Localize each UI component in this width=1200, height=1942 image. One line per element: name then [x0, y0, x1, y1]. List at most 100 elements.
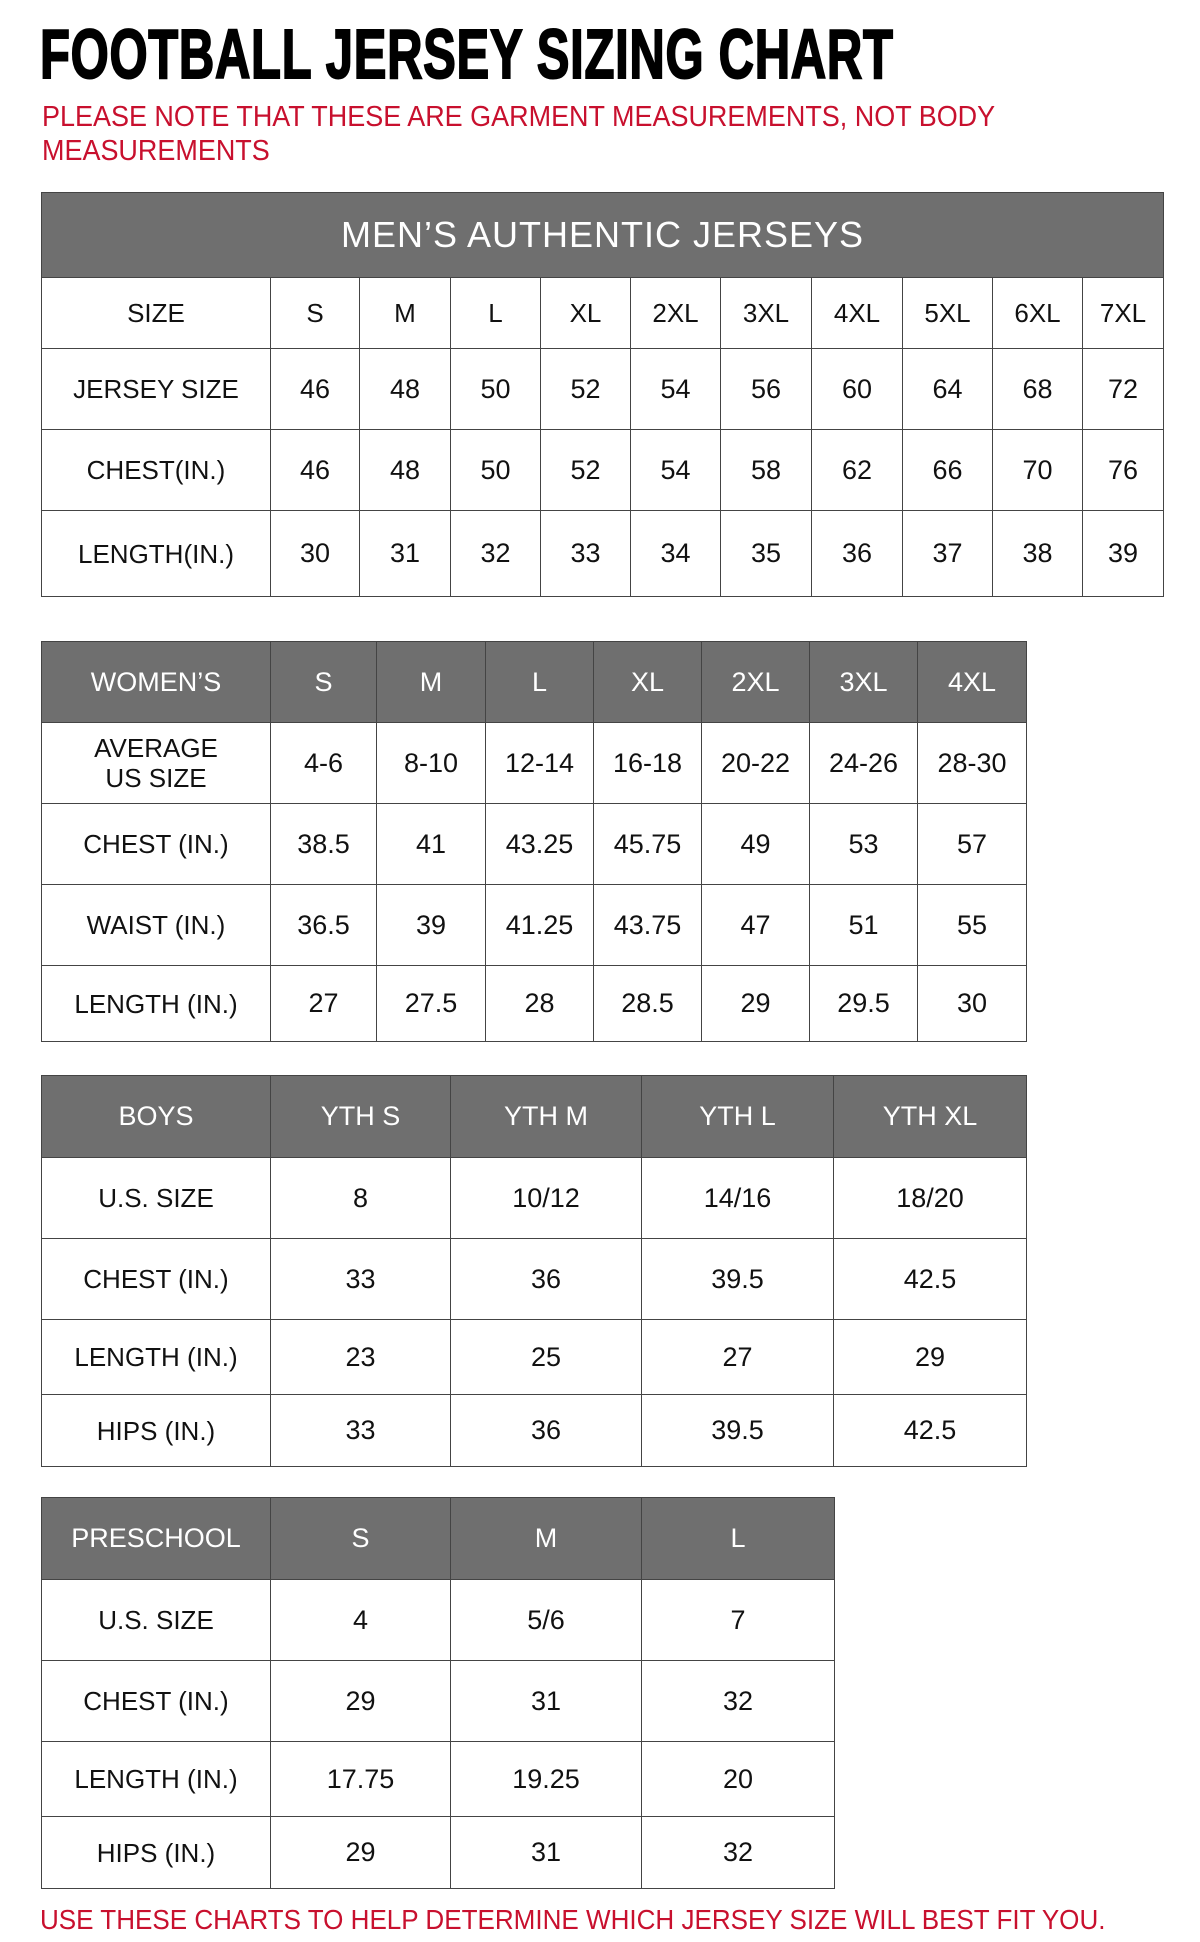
size-header-cell: S	[270, 277, 360, 349]
measurement-value: 57	[917, 803, 1027, 885]
measurement-value: 72	[1082, 348, 1164, 430]
measurement-value: 50	[450, 348, 541, 430]
measurement-value: 43.75	[593, 884, 702, 966]
measurement-value: 32	[450, 510, 541, 597]
size-header-cell: S	[270, 1497, 451, 1580]
measurement-label: LENGTH (IN.)	[41, 1741, 271, 1817]
measurement-label: CHEST(IN.)	[41, 429, 271, 511]
measurement-value: 29	[701, 965, 810, 1042]
measurement-value: 33	[270, 1394, 451, 1467]
measurement-value: 36	[450, 1238, 642, 1320]
measurement-label: CHEST (IN.)	[41, 1660, 271, 1742]
measurement-value: 54	[630, 348, 721, 430]
measurement-value: 28	[485, 965, 594, 1042]
measurement-value: 38.5	[270, 803, 377, 885]
measurement-value: 31	[359, 510, 451, 597]
measurement-value: 20-22	[701, 722, 810, 804]
boys-table: BOYS YTH S YTH M YTH L YTH XL U.S. SIZE 8 10/12…	[41, 1075, 1027, 1467]
measurement-value: 10/12	[450, 1157, 642, 1239]
table-row: LENGTH (IN.) 17.75 19.25 20	[41, 1741, 835, 1817]
measurement-value: 66	[902, 429, 993, 511]
size-header-cell: XL	[593, 641, 702, 723]
size-header-cell: XL	[540, 277, 631, 349]
measurement-value: 34	[630, 510, 721, 597]
measurement-value: 14/16	[641, 1157, 834, 1239]
measurement-value: 29.5	[809, 965, 918, 1042]
preschool-table: PRESCHOOL S M L U.S. SIZE 4 5/6 7 CHEST (IN.) 29 3…	[41, 1497, 835, 1889]
measurement-label: CHEST (IN.)	[41, 803, 271, 885]
measurement-value: 48	[359, 429, 451, 511]
size-header-cell: 3XL	[809, 641, 918, 723]
measurement-value: 51	[809, 884, 918, 966]
mens-table: MEN’S AUTHENTIC JERSEYS SIZE S M L XL 2XL 3XL 4X…	[41, 192, 1164, 597]
measurement-label: LENGTH(IN.)	[41, 510, 271, 597]
table-row: HIPS (IN.) 33 36 39.5 42.5	[41, 1394, 1027, 1467]
measurement-value: 48	[359, 348, 451, 430]
size-header-cell: YTH S	[270, 1075, 451, 1158]
measurement-value: 27	[641, 1319, 834, 1395]
measurement-label: HIPS (IN.)	[41, 1394, 271, 1467]
size-header-cell: S	[270, 641, 377, 723]
table-row: AVERAGE US SIZE 4-6 8-10 12-14 16-18 20-22 24-…	[41, 722, 1027, 804]
measurement-value: 39	[376, 884, 486, 966]
measurement-label: HIPS (IN.)	[41, 1816, 271, 1889]
measurement-value: 20	[641, 1741, 835, 1817]
measurement-label: CHEST (IN.)	[41, 1238, 271, 1320]
header-row: SIZE S M L XL 2XL 3XL 4XL 5XL 6XL 7XL	[41, 277, 1164, 349]
size-header-cell: 6XL	[992, 277, 1083, 349]
measurement-value: 4-6	[270, 722, 377, 804]
row-header-cell: BOYS	[41, 1075, 271, 1158]
measurement-value: 32	[641, 1816, 835, 1889]
table-row: CHEST(IN.) 46 48 50 52 54 58 62 66 70 76	[41, 429, 1164, 511]
measurement-value: 27	[270, 965, 377, 1042]
measurement-value: 37	[902, 510, 993, 597]
measurement-value: 56	[720, 348, 812, 430]
measurement-value: 29	[270, 1816, 451, 1889]
measurement-value: 68	[992, 348, 1083, 430]
measurement-label: LENGTH (IN.)	[41, 965, 271, 1042]
measurement-value: 35	[720, 510, 812, 597]
measurement-value: 24-26	[809, 722, 918, 804]
measurement-value: 8-10	[376, 722, 486, 804]
measurement-value: 23	[270, 1319, 451, 1395]
measurement-value: 16-18	[593, 722, 702, 804]
row-header-cell: PRESCHOOL	[41, 1497, 271, 1580]
measurement-label: WAIST (IN.)	[41, 884, 271, 966]
measurement-value: 52	[540, 429, 631, 511]
measurement-value: 50	[450, 429, 541, 511]
table-row: U.S. SIZE 8 10/12 14/16 18/20	[41, 1157, 1027, 1239]
size-header-cell: 2XL	[701, 641, 810, 723]
row-header-cell: WOMEN’S	[41, 641, 271, 723]
header-row: PRESCHOOL S M L	[41, 1497, 835, 1580]
measurement-value: 29	[833, 1319, 1027, 1395]
size-header-cell: L	[485, 641, 594, 723]
size-header-cell: 7XL	[1082, 277, 1164, 349]
size-header-cell: L	[450, 277, 541, 349]
measurement-value: 53	[809, 803, 918, 885]
measurement-value: 18/20	[833, 1157, 1027, 1239]
measurement-value: 27.5	[376, 965, 486, 1042]
measurement-value: 30	[270, 510, 360, 597]
measurement-value: 39.5	[641, 1394, 834, 1467]
size-header-cell: 4XL	[811, 277, 903, 349]
header-row: WOMEN’S S M L XL 2XL 3XL 4XL	[41, 641, 1027, 723]
garment-note: PLEASE NOTE THAT THESE ARE GARMENT MEASU…	[42, 101, 995, 167]
row-header-cell: SIZE	[41, 277, 271, 349]
measurement-value: 42.5	[833, 1394, 1027, 1467]
measurement-value: 39.5	[641, 1238, 834, 1320]
measurement-value: 70	[992, 429, 1083, 511]
measurement-value: 39	[1082, 510, 1164, 597]
size-header-cell: 5XL	[902, 277, 993, 349]
measurement-value: 38	[992, 510, 1083, 597]
measurement-value: 52	[540, 348, 631, 430]
measurement-value: 76	[1082, 429, 1164, 511]
measurement-value: 54	[630, 429, 721, 511]
measurement-value: 49	[701, 803, 810, 885]
womens-table: WOMEN’S S M L XL 2XL 3XL 4XL AVERAGE US SIZE 4-6 8…	[41, 641, 1027, 1042]
measurement-value: 62	[811, 429, 903, 511]
header-row: BOYS YTH S YTH M YTH L YTH XL	[41, 1075, 1027, 1158]
measurement-value: 31	[450, 1660, 642, 1742]
measurement-value: 58	[720, 429, 812, 511]
table-row: LENGTH (IN.) 27 27.5 28 28.5 29 29.5 30	[41, 965, 1027, 1042]
measurement-label: U.S. SIZE	[41, 1579, 271, 1661]
